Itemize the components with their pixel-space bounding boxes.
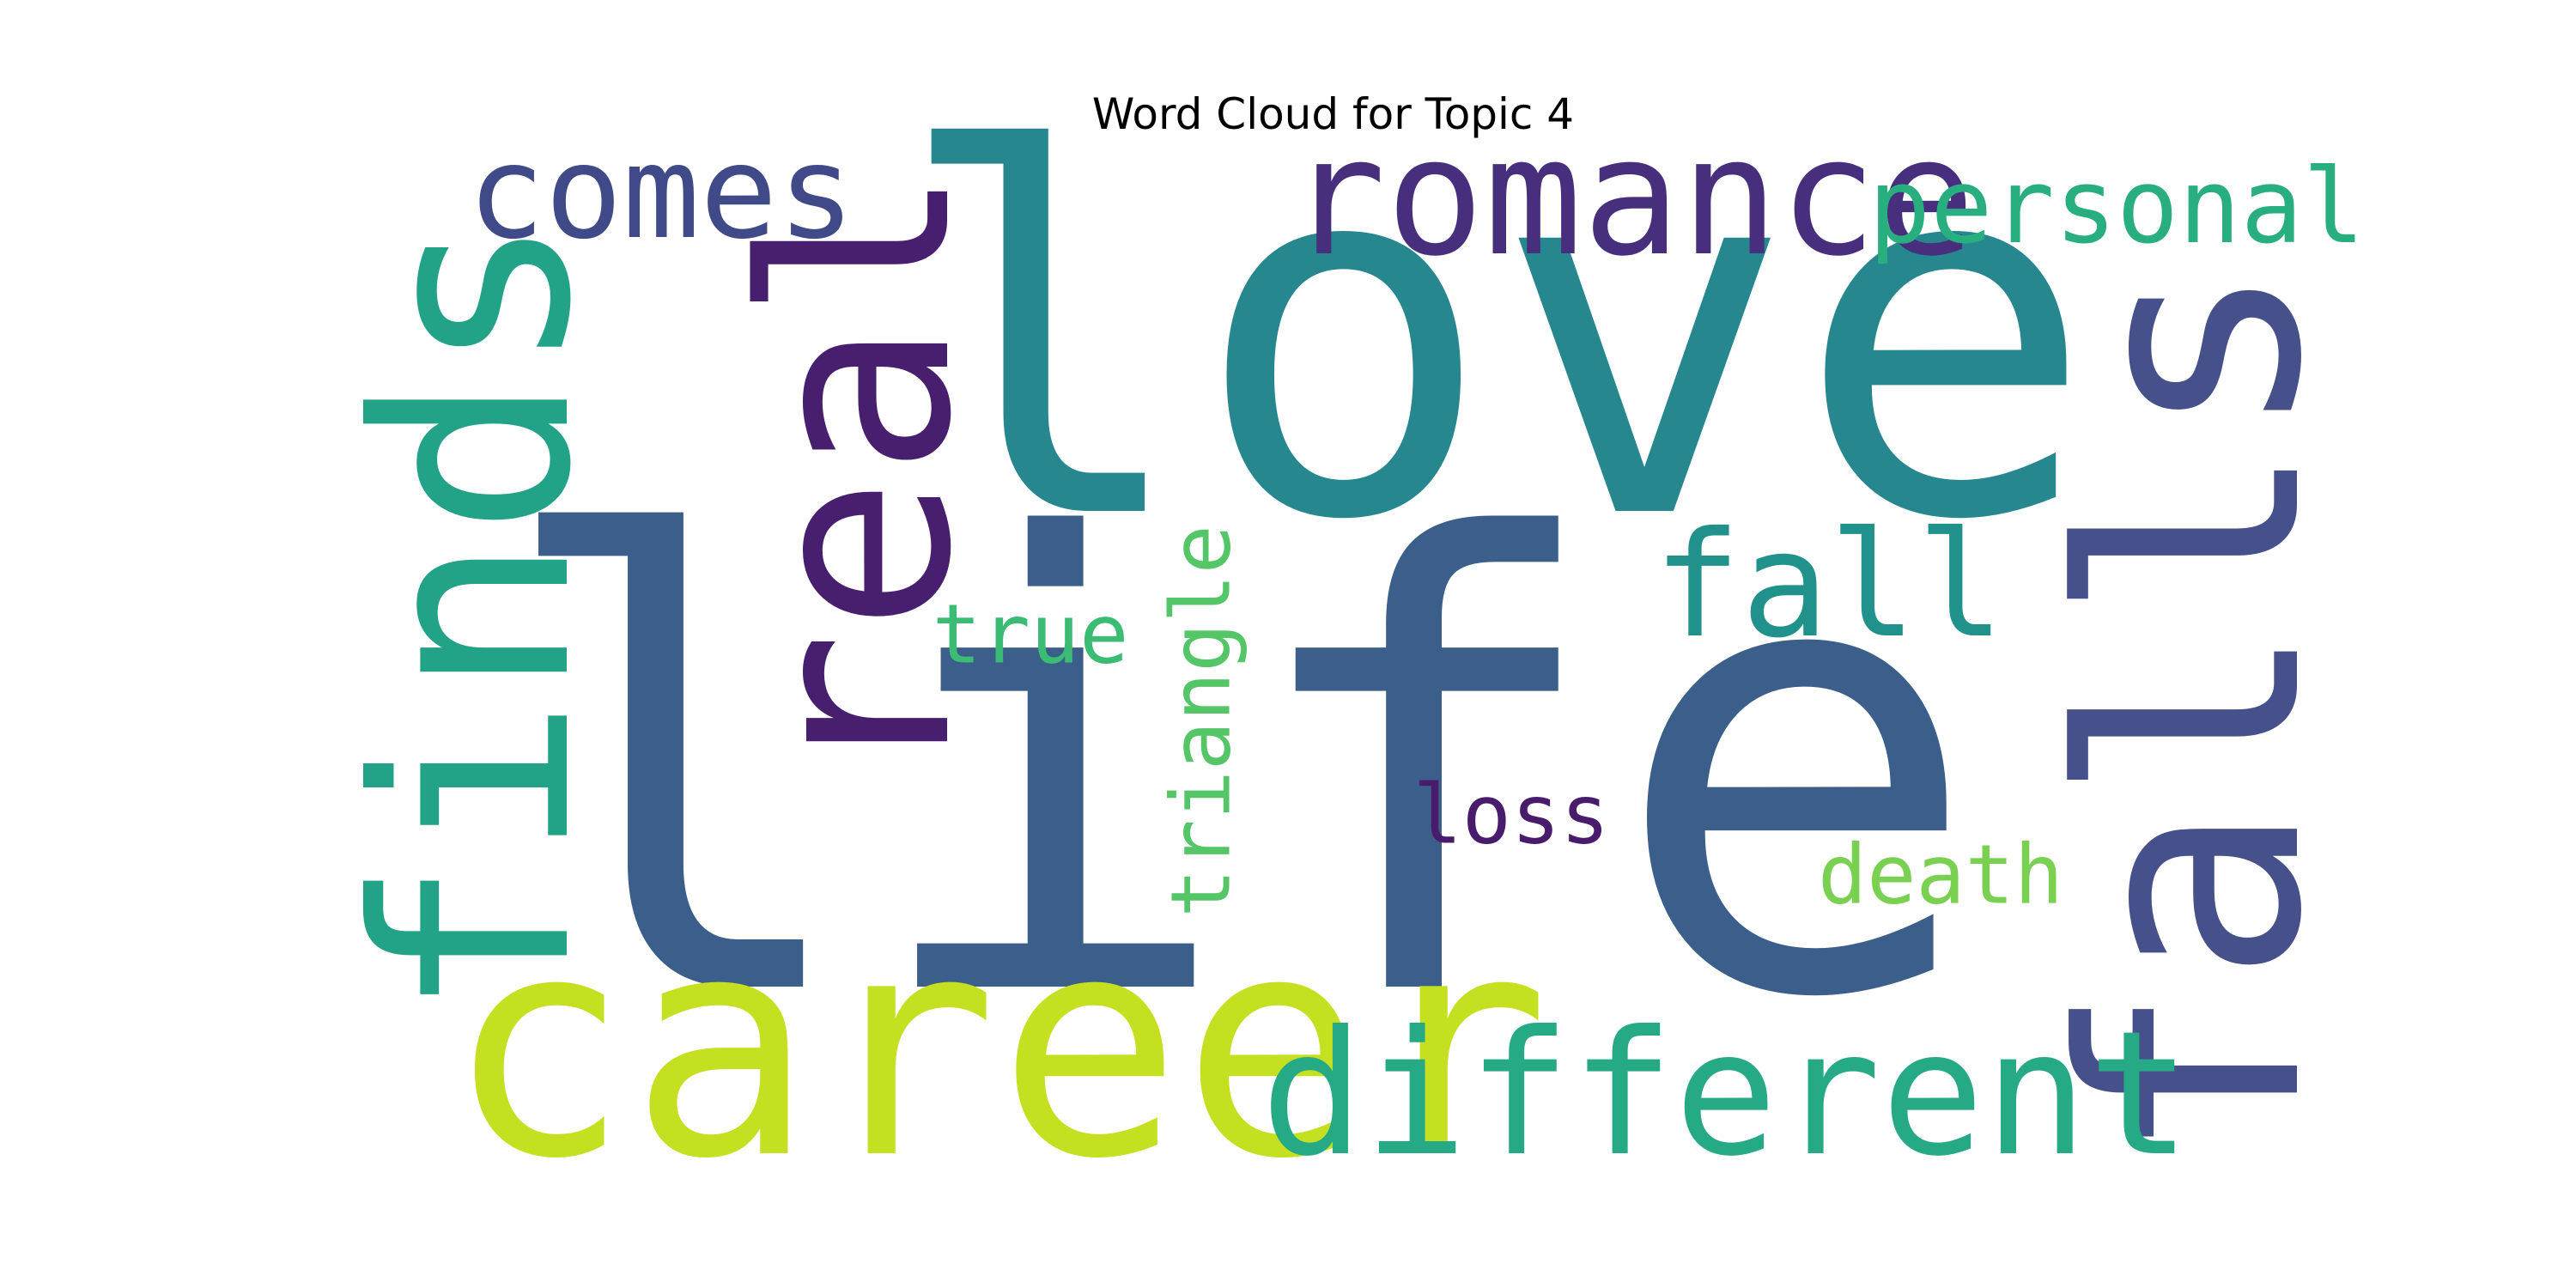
word-loss: loss xyxy=(1413,768,1610,863)
word-different: different xyxy=(1261,994,2191,1194)
word-life: life xyxy=(489,412,1984,1133)
word-romance: romance xyxy=(1287,102,1976,292)
word-career: career xyxy=(446,870,1550,1225)
word-love: love xyxy=(892,48,2096,629)
word-death: death xyxy=(1818,828,2063,923)
word-triangle: triangle xyxy=(1154,525,1249,918)
word-personal: personal xyxy=(1868,148,2365,267)
figure-title: Word Cloud for Topic 4 xyxy=(1091,89,1575,139)
word-comes: comes xyxy=(467,118,855,268)
word-finds: finds xyxy=(318,213,630,1020)
word-true: true xyxy=(932,587,1129,683)
word-fall: fall xyxy=(1653,501,2005,671)
